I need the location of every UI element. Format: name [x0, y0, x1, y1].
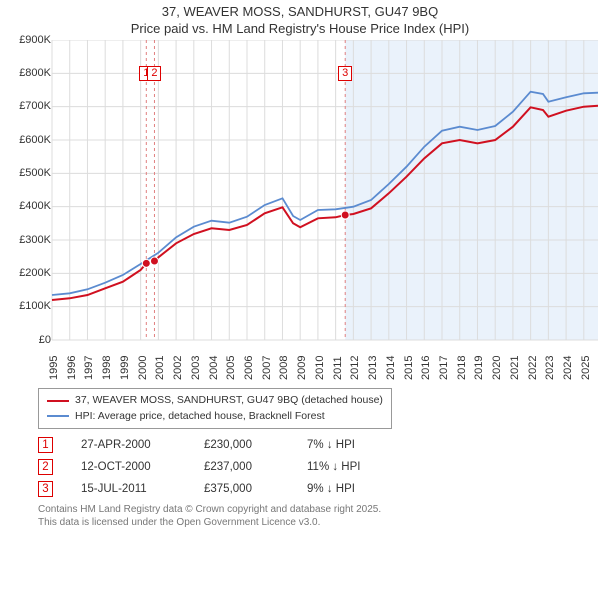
y-tick-label: £900K: [6, 34, 51, 46]
legend-label: 37, WEAVER MOSS, SANDHURST, GU47 9BQ (de…: [75, 393, 383, 409]
x-tick-label: 2024: [562, 355, 574, 379]
x-tick-label: 2015: [403, 355, 415, 379]
legend-row: 37, WEAVER MOSS, SANDHURST, GU47 9BQ (de…: [47, 393, 383, 409]
sale-marker-label: 2: [147, 66, 161, 81]
x-tick-label: 1998: [101, 355, 113, 379]
x-tick-label: 2013: [367, 355, 379, 379]
sale-date: 15-JUL-2011: [81, 483, 176, 495]
x-tick-label: 2007: [261, 355, 273, 379]
x-tick-label: 2002: [172, 355, 184, 379]
legend: 37, WEAVER MOSS, SANDHURST, GU47 9BQ (de…: [38, 388, 392, 430]
x-tick-label: 2008: [278, 355, 290, 379]
x-tick-label: 1997: [83, 355, 95, 379]
sales-table: 1 27-APR-2000 £230,000 7% ↓ HPI 2 12-OCT-2000…: [38, 437, 600, 497]
footnote: Contains HM Land Registry data © Crown c…: [38, 503, 600, 529]
x-tick-label: 2001: [154, 355, 166, 379]
title-line-2: Price paid vs. HM Land Registry's House …: [0, 21, 600, 38]
sale-marker-label: 3: [338, 66, 352, 81]
x-tick-label: 2010: [314, 355, 326, 379]
sale-delta: 11% ↓ HPI: [307, 461, 397, 473]
sale-price: £375,000: [204, 483, 279, 495]
x-tick-label: 2025: [580, 355, 592, 379]
sale-date: 27-APR-2000: [81, 439, 176, 451]
sale-row: 1 27-APR-2000 £230,000 7% ↓ HPI: [38, 437, 600, 453]
legend-swatch: [47, 400, 69, 402]
x-tick-label: 2014: [385, 355, 397, 379]
x-tick-label: 1995: [48, 355, 60, 379]
x-tick-label: 2005: [225, 355, 237, 379]
x-tick-label: 2011: [332, 356, 344, 380]
legend-row: HPI: Average price, detached house, Brac…: [47, 409, 383, 425]
sale-num: 1: [38, 437, 53, 453]
y-tick-label: £700K: [6, 100, 51, 112]
x-tick-label: 1996: [66, 355, 78, 379]
x-tick-label: 2019: [473, 355, 485, 379]
sale-price: £237,000: [204, 461, 279, 473]
footnote-line-1: Contains HM Land Registry data © Crown c…: [38, 503, 600, 516]
y-tick-label: £500K: [6, 167, 51, 179]
title-block: 37, WEAVER MOSS, SANDHURST, GU47 9BQ Pri…: [0, 0, 600, 40]
title-line-1: 37, WEAVER MOSS, SANDHURST, GU47 9BQ: [0, 4, 600, 21]
y-tick-label: £200K: [6, 267, 51, 279]
x-tick-label: 2006: [243, 355, 255, 379]
sale-num: 2: [38, 459, 53, 475]
y-tick-label: £300K: [6, 234, 51, 246]
x-tick-label: 2016: [420, 355, 432, 379]
y-tick-label: £600K: [6, 134, 51, 146]
x-tick-label: 2009: [296, 355, 308, 379]
chart-area: £0£100K£200K£300K£400K£500K£600K£700K£80…: [14, 40, 600, 382]
y-tick-label: £100K: [6, 300, 51, 312]
sale-row: 3 15-JUL-2011 £375,000 9% ↓ HPI: [38, 481, 600, 497]
x-tick-label: 2022: [527, 355, 539, 379]
x-tick-label: 2020: [491, 355, 503, 379]
sale-delta: 9% ↓ HPI: [307, 483, 397, 495]
x-tick-label: 2004: [208, 355, 220, 379]
sale-date: 12-OCT-2000: [81, 461, 176, 473]
x-tick-label: 2023: [544, 355, 556, 379]
chart-svg: [14, 40, 598, 342]
sale-num: 3: [38, 481, 53, 497]
legend-swatch: [47, 415, 69, 417]
sale-delta: 7% ↓ HPI: [307, 439, 397, 451]
footnote-line-2: This data is licensed under the Open Gov…: [38, 516, 600, 529]
sale-price: £230,000: [204, 439, 279, 451]
x-tick-label: 2017: [438, 355, 450, 379]
x-tick-label: 2000: [137, 355, 149, 379]
x-tick-label: 2018: [456, 355, 468, 379]
x-tick-label: 1999: [119, 355, 131, 379]
y-tick-label: £400K: [6, 200, 51, 212]
x-tick-label: 2003: [190, 355, 202, 379]
chart-container: 37, WEAVER MOSS, SANDHURST, GU47 9BQ Pri…: [0, 0, 600, 590]
sale-row: 2 12-OCT-2000 £237,000 11% ↓ HPI: [38, 459, 600, 475]
y-tick-label: £800K: [6, 67, 51, 79]
legend-label: HPI: Average price, detached house, Brac…: [75, 409, 325, 425]
x-tick-label: 2021: [509, 355, 521, 379]
x-tick-label: 2012: [349, 355, 361, 379]
y-tick-label: £0: [6, 334, 51, 346]
